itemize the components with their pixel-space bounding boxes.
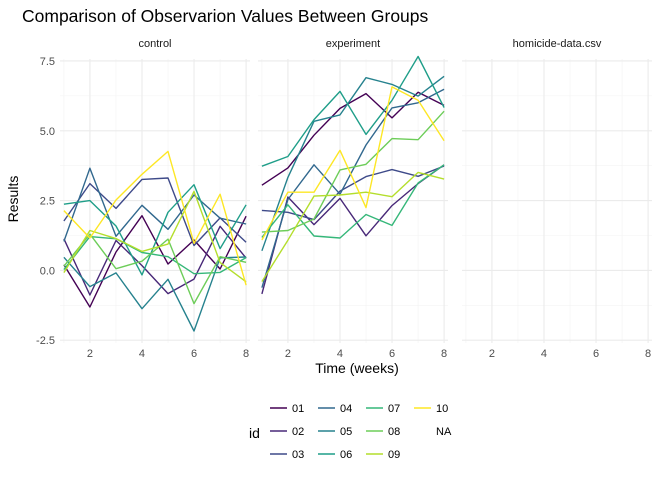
legend-label-05: 05 xyxy=(340,426,352,438)
x-tick-label: 2 xyxy=(285,348,291,360)
series-line-02 xyxy=(63,225,247,296)
series-line-08 xyxy=(261,110,445,233)
series-line-10 xyxy=(261,86,445,241)
x-tick-label: 4 xyxy=(139,348,145,360)
x-tick-label: 6 xyxy=(389,348,395,360)
facet-panel: control 2 4 6 8 xyxy=(60,38,250,360)
x-tick-label: 8 xyxy=(243,348,249,360)
y-tick-label: 5.0 xyxy=(40,126,55,138)
series-line-07 xyxy=(63,235,247,275)
legend-label-06: 06 xyxy=(340,449,352,461)
x-tick-label: 6 xyxy=(593,348,599,360)
x-tick-label: 6 xyxy=(191,348,197,360)
series-line-04 xyxy=(63,167,247,242)
series-line-10 xyxy=(63,150,247,286)
series-line-01 xyxy=(261,91,445,186)
series-line-05 xyxy=(63,256,247,332)
series-line-06 xyxy=(261,55,445,167)
chart-title: Comparison of Observarion Values Between… xyxy=(22,6,429,26)
legend-label-10: 10 xyxy=(436,403,448,415)
legend-label-02: 02 xyxy=(292,426,304,438)
series-line-04 xyxy=(261,88,445,288)
x-tick-label: 8 xyxy=(441,348,447,360)
legend-label-03: 03 xyxy=(292,449,304,461)
y-tick-label: 0.0 xyxy=(40,265,55,277)
legend-label-NA: NA xyxy=(436,426,452,438)
series-line-05 xyxy=(261,75,445,252)
x-tick-label: 8 xyxy=(645,348,651,360)
series-line-09 xyxy=(261,171,445,282)
x-tick-label: 4 xyxy=(541,348,547,360)
x-tick-label: 2 xyxy=(489,348,495,360)
facet-panel: experiment 2 4 6 8 xyxy=(258,38,448,360)
x-axis-title: Time (weeks) xyxy=(315,360,399,376)
series-line-08 xyxy=(63,233,247,305)
legend-label-04: 04 xyxy=(340,403,352,415)
y-tick-label: 2.5 xyxy=(40,196,55,208)
legend-label-09: 09 xyxy=(388,449,400,461)
facet-label: control xyxy=(138,38,171,50)
y-tick-label: -2.5 xyxy=(36,335,55,347)
series-line-03 xyxy=(63,177,247,247)
y-tick-label: 7.5 xyxy=(40,56,55,68)
series-line-03 xyxy=(261,165,445,221)
facet-label: experiment xyxy=(326,38,380,50)
facet-label: homicide-data.csv xyxy=(513,38,602,50)
series-line-02 xyxy=(261,164,445,295)
legend-label-01: 01 xyxy=(292,403,304,415)
series-line-07 xyxy=(261,164,445,239)
y-axis-title: Results xyxy=(5,176,21,223)
series-line-06 xyxy=(63,183,247,276)
legend-label-07: 07 xyxy=(388,403,400,415)
legend-title: id xyxy=(249,425,260,441)
facet-panel: homicide-data.csv 2 4 6 8 xyxy=(462,38,652,360)
legend-label-08: 08 xyxy=(388,426,400,438)
x-tick-label: 4 xyxy=(337,348,343,360)
x-tick-label: 2 xyxy=(87,348,93,360)
